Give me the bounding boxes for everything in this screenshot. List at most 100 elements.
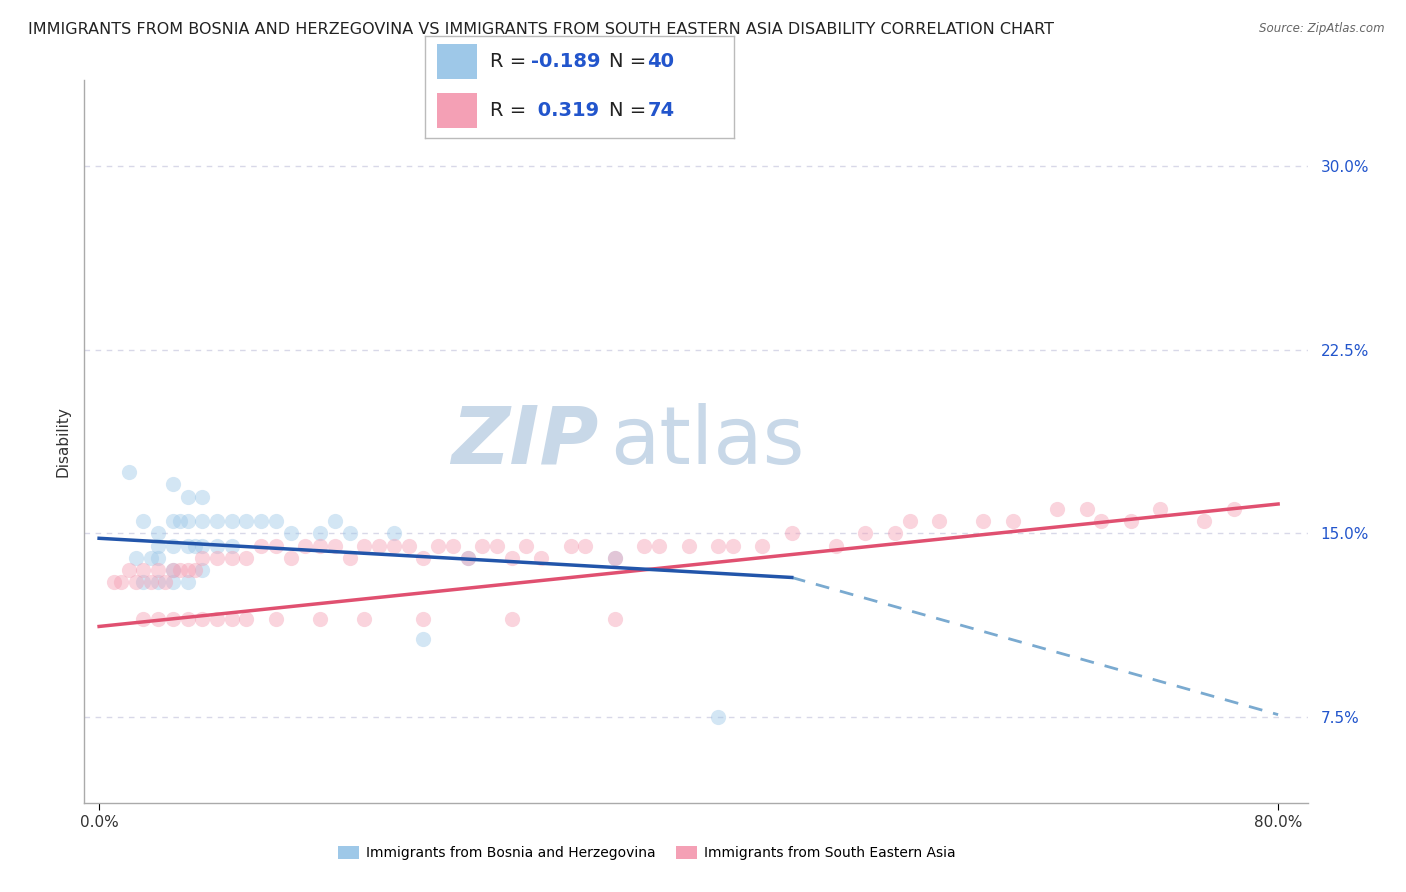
Point <box>132 575 155 590</box>
Point <box>264 514 287 528</box>
Point <box>117 465 139 479</box>
Point <box>221 550 243 565</box>
Point <box>162 563 184 577</box>
Point <box>309 612 332 626</box>
Point <box>603 550 626 565</box>
Point <box>412 550 434 565</box>
Point <box>560 539 582 553</box>
Point <box>457 550 479 565</box>
Point <box>191 539 214 553</box>
Point <box>751 539 773 553</box>
Point <box>603 550 626 565</box>
Point <box>146 539 169 553</box>
Point <box>1046 502 1069 516</box>
Point <box>707 710 730 724</box>
Point <box>162 563 184 577</box>
Text: 0.319: 0.319 <box>531 101 599 120</box>
Point <box>1119 514 1142 528</box>
Point <box>412 612 434 626</box>
Point <box>176 612 198 626</box>
Text: R =: R = <box>489 101 531 120</box>
Point <box>176 490 198 504</box>
Point <box>1076 502 1098 516</box>
Text: ZIP: ZIP <box>451 402 598 481</box>
Point <box>139 575 162 590</box>
Point <box>125 550 148 565</box>
Point <box>205 539 228 553</box>
Text: atlas: atlas <box>610 402 804 481</box>
Point <box>721 539 744 553</box>
Point <box>515 539 537 553</box>
Point <box>264 539 287 553</box>
Point <box>1090 514 1112 528</box>
Point <box>191 612 214 626</box>
Point <box>501 612 523 626</box>
Point <box>221 612 243 626</box>
Point <box>125 575 148 590</box>
Point <box>825 539 848 553</box>
Text: R =: R = <box>489 52 531 70</box>
Point <box>471 539 494 553</box>
Point <box>146 526 169 541</box>
Point <box>250 514 273 528</box>
Point <box>146 550 169 565</box>
Point <box>132 514 155 528</box>
Point <box>678 539 700 553</box>
Point <box>250 539 273 553</box>
Point <box>1194 514 1216 528</box>
Point <box>501 550 523 565</box>
Point <box>1149 502 1171 516</box>
Point <box>162 514 184 528</box>
Point <box>176 575 198 590</box>
Point <box>353 539 375 553</box>
Point <box>441 539 464 553</box>
Point <box>339 526 361 541</box>
Point <box>780 526 803 541</box>
Point <box>898 514 921 528</box>
Legend: Immigrants from Bosnia and Herzegovina, Immigrants from South Eastern Asia: Immigrants from Bosnia and Herzegovina, … <box>335 842 960 864</box>
Point <box>146 612 169 626</box>
Text: -0.189: -0.189 <box>531 52 600 70</box>
Text: 74: 74 <box>647 101 675 120</box>
Point <box>235 612 257 626</box>
Point <box>412 632 434 646</box>
Point <box>309 539 332 553</box>
Point <box>1001 514 1024 528</box>
Point <box>162 539 184 553</box>
Point <box>176 514 198 528</box>
Point <box>427 539 450 553</box>
Bar <box>437 44 477 78</box>
Text: 40: 40 <box>647 52 675 70</box>
Point <box>574 539 596 553</box>
Point <box>398 539 420 553</box>
Bar <box>437 93 477 128</box>
Point <box>155 575 177 590</box>
Point <box>339 550 361 565</box>
Point <box>280 526 302 541</box>
Point <box>235 514 257 528</box>
Point <box>162 612 184 626</box>
Point <box>855 526 877 541</box>
Point <box>162 477 184 491</box>
Point <box>162 575 184 590</box>
Point <box>457 550 479 565</box>
Point <box>353 612 375 626</box>
Point <box>132 612 155 626</box>
Point <box>1223 502 1246 516</box>
Point <box>176 539 198 553</box>
Point <box>235 550 257 565</box>
Point <box>205 514 228 528</box>
Point <box>485 539 508 553</box>
Point <box>146 575 169 590</box>
Point <box>221 539 243 553</box>
Point <box>707 539 730 553</box>
Point <box>191 550 214 565</box>
Point <box>884 526 907 541</box>
Point <box>382 539 405 553</box>
Text: Source: ZipAtlas.com: Source: ZipAtlas.com <box>1260 22 1385 36</box>
Text: N =: N = <box>609 52 652 70</box>
Point <box>176 563 198 577</box>
Point <box>633 539 655 553</box>
Point <box>205 550 228 565</box>
Point <box>382 526 405 541</box>
